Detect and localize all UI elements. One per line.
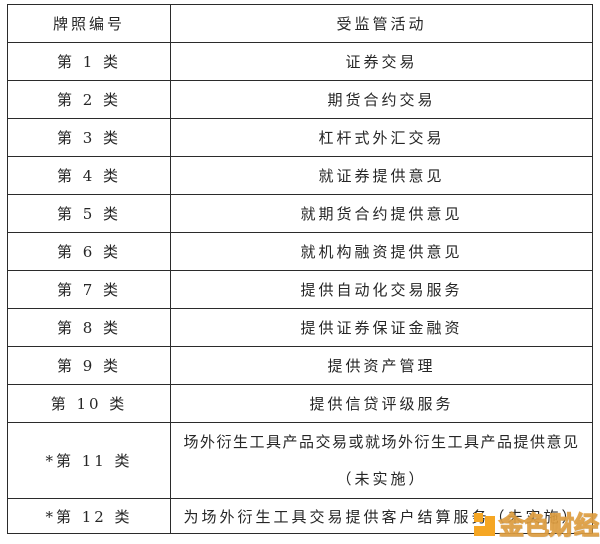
table-row: *第 12 类 为场外衍生工具交易提供客户结算服务（未实施） — [7, 498, 593, 534]
table-row: 第 3 类 杠杆式外汇交易 — [7, 118, 593, 157]
header-activity: 受监管活动 — [170, 4, 593, 43]
license-cell: 第 2 类 — [7, 80, 171, 119]
table-row: 第 9 类 提供资产管理 — [7, 346, 593, 385]
activity-cell: 期货合约交易 — [170, 80, 593, 119]
activity-cell: 杠杆式外汇交易 — [170, 118, 593, 157]
table-row: 第 10 类 提供信贷评级服务 — [7, 384, 593, 423]
license-cell: 第 10 类 — [7, 384, 171, 423]
table-row: 第 7 类 提供自动化交易服务 — [7, 270, 593, 309]
table-row: 第 6 类 就机构融资提供意见 — [7, 232, 593, 271]
license-cell: *第 12 类 — [7, 498, 171, 534]
license-cell: 第 5 类 — [7, 194, 171, 233]
license-cell: 第 3 类 — [7, 118, 171, 157]
license-cell: 第 7 类 — [7, 270, 171, 309]
activity-cell: 就证券提供意见 — [170, 156, 593, 195]
license-cell: 第 6 类 — [7, 232, 171, 271]
activity-cell: 提供信贷评级服务 — [170, 384, 593, 423]
table-row: 第 5 类 就期货合约提供意见 — [7, 194, 593, 233]
table-row: 第 8 类 提供证券保证金融资 — [7, 308, 593, 347]
activity-cell: 提供资产管理 — [170, 346, 593, 385]
activity-line-1: 场外衍生工具产品交易或就场外衍生工具产品提供意见 — [183, 432, 580, 451]
activity-cell: 提供自动化交易服务 — [170, 270, 593, 309]
activity-cell: 场外衍生工具产品交易或就场外衍生工具产品提供意见 （未实施） — [170, 422, 593, 499]
activity-cell: 提供证券保证金融资 — [170, 308, 593, 347]
license-cell: 第 9 类 — [7, 346, 171, 385]
activity-cell: 就期货合约提供意见 — [170, 194, 593, 233]
table-header-row: 牌照编号 受监管活动 — [7, 4, 593, 43]
license-cell: *第 11 类 — [7, 422, 171, 499]
table-row: 第 1 类 证券交易 — [7, 42, 593, 81]
table-row: *第 11 类 场外衍生工具产品交易或就场外衍生工具产品提供意见 （未实施） — [7, 422, 593, 499]
activity-line-2: （未实施） — [336, 469, 427, 488]
activity-cell: 证券交易 — [170, 42, 593, 81]
table-row: 第 4 类 就证券提供意见 — [7, 156, 593, 195]
activity-cell: 为场外衍生工具交易提供客户结算服务（未实施） — [170, 498, 593, 534]
license-cell: 第 4 类 — [7, 156, 171, 195]
activity-cell: 就机构融资提供意见 — [170, 232, 593, 271]
header-license: 牌照编号 — [7, 4, 171, 43]
table-row: 第 2 类 期货合约交易 — [7, 80, 593, 119]
license-cell: 第 1 类 — [7, 42, 171, 81]
license-table: 牌照编号 受监管活动 第 1 类 证券交易 第 2 类 期货合约交易 第 3 类… — [7, 4, 593, 534]
license-cell: 第 8 类 — [7, 308, 171, 347]
